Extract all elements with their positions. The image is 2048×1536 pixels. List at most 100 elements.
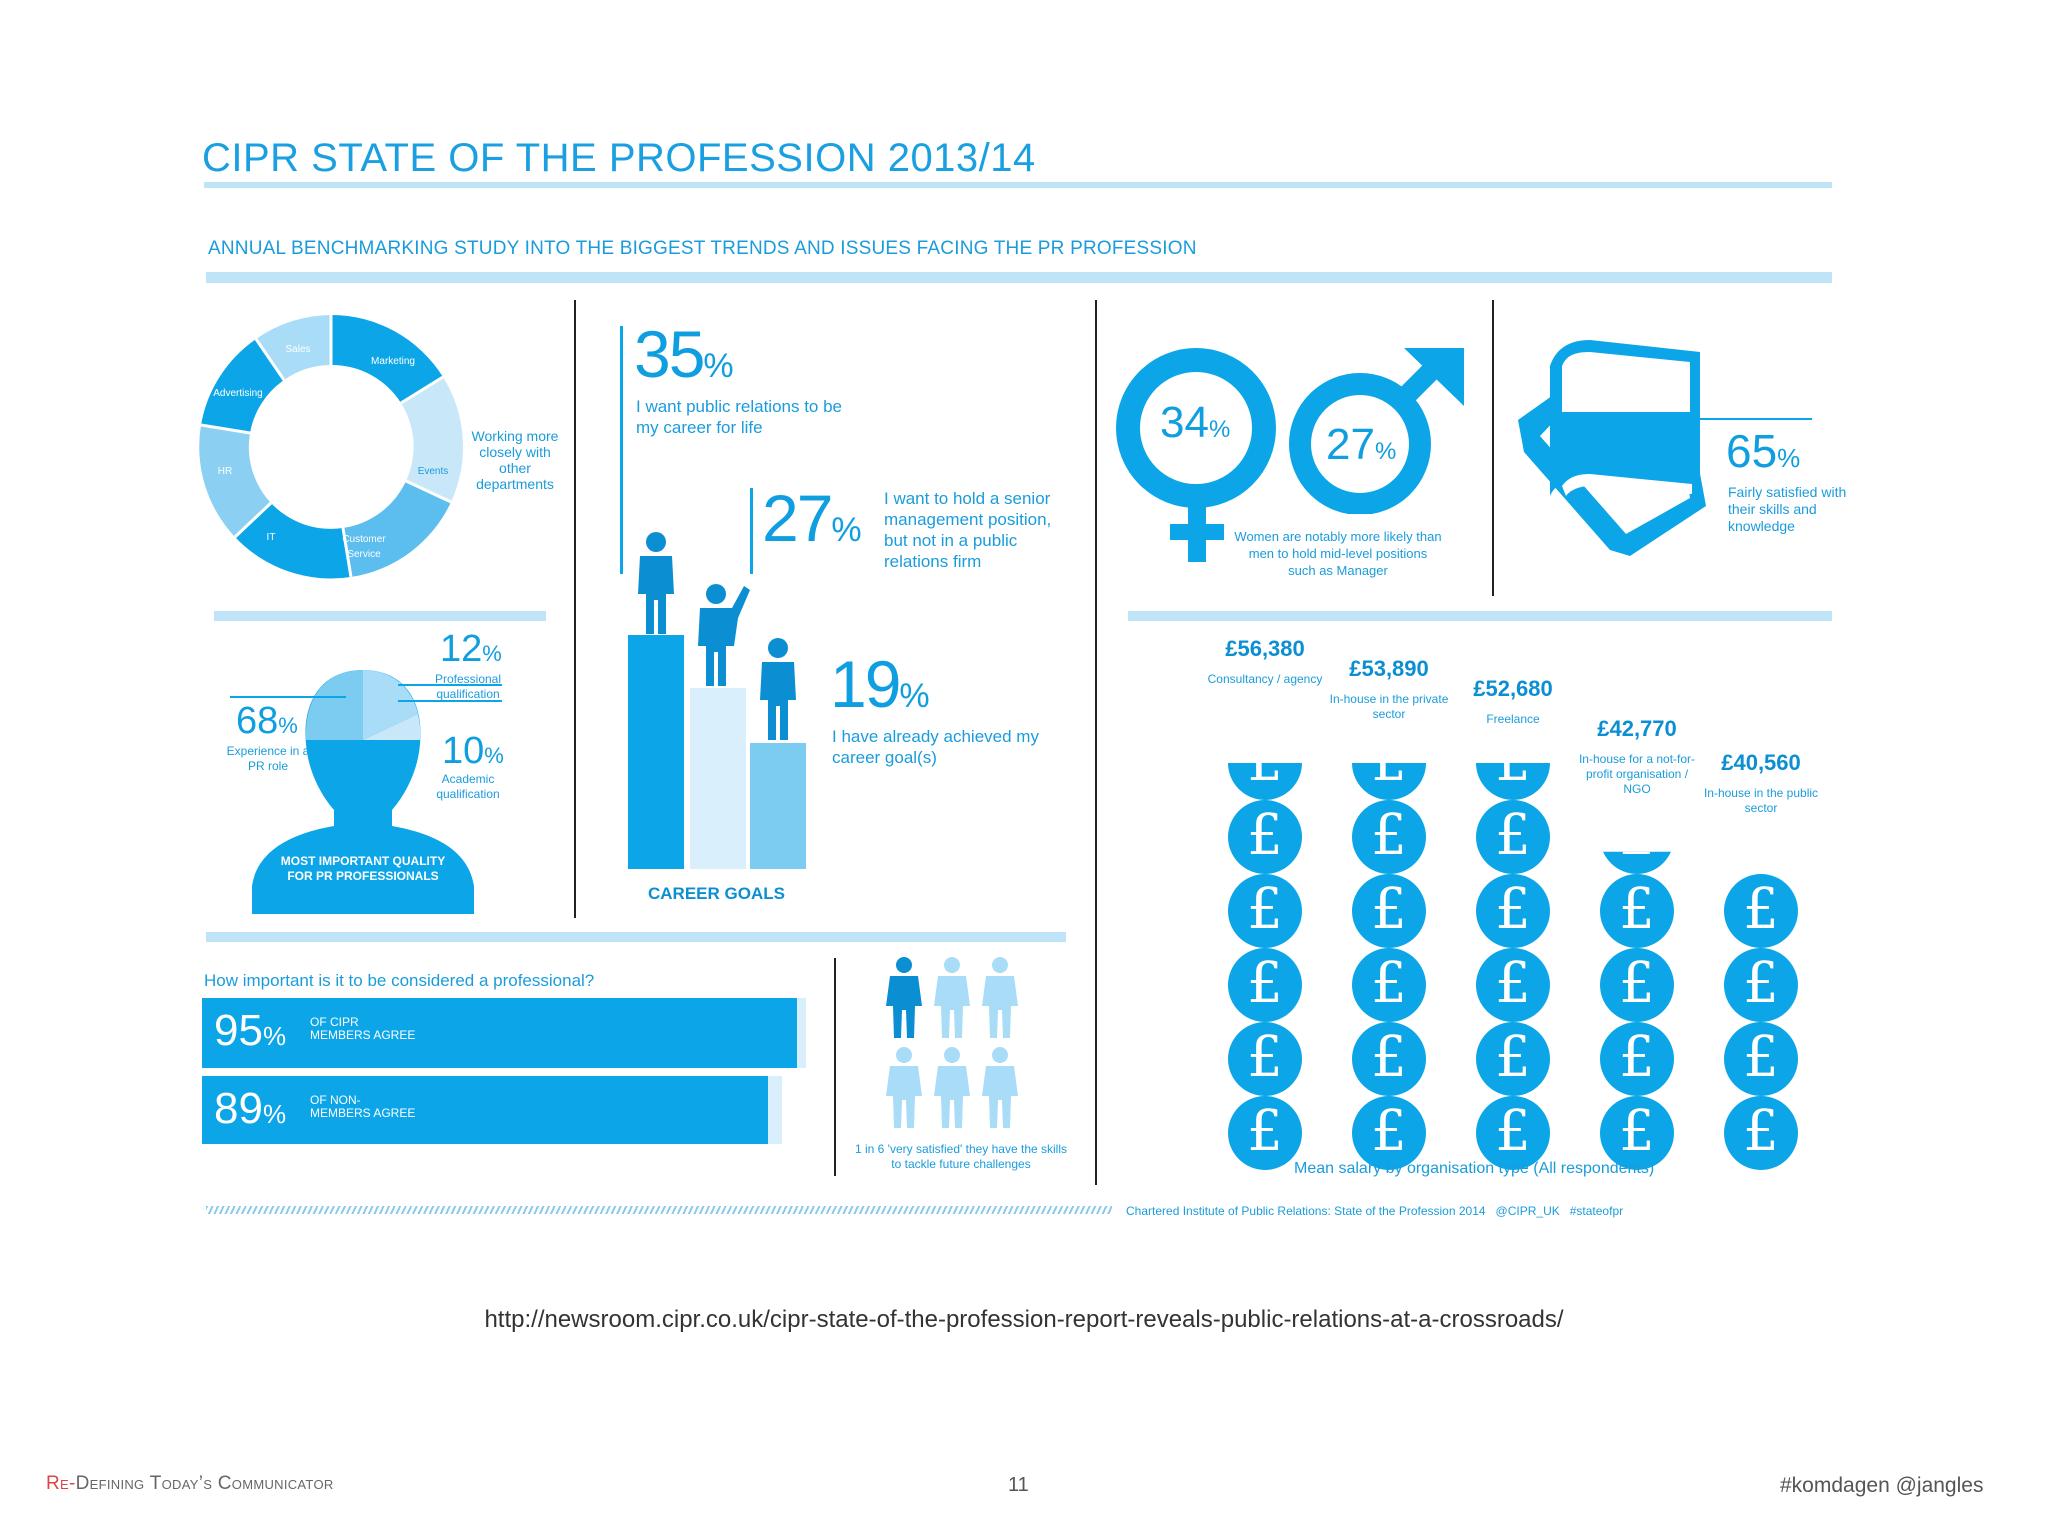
donut-label-sales: Sales [285, 344, 311, 355]
career-line-35 [620, 326, 623, 574]
section-bar-salary [1128, 611, 1832, 621]
footer-right: #komdagen @jangles [1780, 1474, 1984, 1497]
donut-label-events: Events [417, 466, 449, 477]
salary-label: In-house in the private sector [1329, 692, 1449, 721]
person-icon [934, 957, 970, 1038]
professional-nonmembers-value: 89% [214, 1084, 287, 1133]
leader-12 [398, 684, 502, 686]
pound-coin-icon: £ [1724, 948, 1798, 1022]
professional-question: How important is it to be considered a p… [204, 971, 595, 990]
pound-coin-icon: £ [1600, 874, 1674, 948]
donut-segment-advertising [201, 339, 284, 433]
pound-coin-icon: £ [1228, 874, 1302, 948]
donut-segment-hr [199, 425, 271, 537]
person-icon [982, 957, 1018, 1038]
salary-amount: £53,890 [1349, 656, 1429, 681]
donut-label-it: IT [266, 532, 276, 543]
quality-12-label: Professional qualification [434, 672, 502, 701]
salary-amount: £42,770 [1597, 716, 1677, 741]
pound-coin-icon: £ [1600, 1096, 1674, 1170]
section-bar-quality [214, 611, 546, 621]
pound-coin-icon: £ [1228, 1022, 1302, 1096]
career-stat-27-label: I want to hold a senior management posit… [884, 489, 1052, 571]
salary-amount: £40,560 [1721, 750, 1801, 775]
quality-68-label: Experience in a PR role [226, 744, 310, 773]
professional-members-label: OF CIPR MEMBERS AGREE [310, 1015, 416, 1042]
credit-hatch [206, 1206, 1112, 1214]
donut-segment-sales [256, 315, 331, 380]
satisfied-caption: 1 in 6 'very satisfied' they have the sk… [854, 1142, 1067, 1171]
pound-coin-icon: £ [1228, 1096, 1302, 1170]
leader-68 [230, 696, 346, 698]
person-icon-3 [760, 638, 796, 740]
quality-68-value: 68% [236, 700, 298, 742]
section-bar-professional [206, 932, 1066, 942]
career-stat-35-label: I want public relations to be my career … [636, 397, 843, 437]
gender-caption: Women are notably more likely than men t… [1234, 529, 1442, 578]
donut-segment-it [235, 503, 351, 579]
pound-coin-icon: £ [1352, 1096, 1426, 1170]
gender-men-value: 27% [1326, 420, 1397, 469]
pound-coin-icon: £ [1352, 948, 1426, 1022]
books-icon [1518, 340, 1706, 556]
career-bar-19 [750, 743, 806, 869]
page-number: 11 [1008, 1474, 1029, 1496]
quality-12-value: 12% [440, 628, 502, 670]
page-title: CIPR STATE OF THE PROFESSION 2013/14 [202, 136, 1036, 180]
donut-label-marketing: Marketing [371, 356, 415, 367]
people-grid [884, 956, 1034, 1132]
skills-leader-line [1592, 418, 1812, 420]
male-symbol-icon [1289, 348, 1464, 514]
pound-coin-icon-partial: £ [1476, 763, 1550, 800]
female-symbol-icon [1116, 348, 1276, 562]
pound-coin-icon-partial: £ [1600, 851, 1674, 874]
salary-caption: Mean salary by organisation type (All re… [1294, 1160, 1655, 1177]
career-stat-35: 35% [634, 317, 734, 391]
pound-coin-icon: £ [1600, 948, 1674, 1022]
career-caption: CAREER GOALS [648, 884, 785, 903]
source-url[interactable]: http://newsroom.cipr.co.uk/cipr-state-of… [484, 1306, 1564, 1333]
career-stat-27: 27% [762, 481, 862, 555]
person-icon [934, 1047, 970, 1128]
pound-coin-icon: £ [1724, 1096, 1798, 1170]
page-subtitle: ANNUAL BENCHMARKING STUDY INTO THE BIGGE… [208, 238, 1197, 259]
salary-amount: £56,380 [1225, 636, 1305, 661]
title-underline [204, 182, 1832, 188]
donut-label-customer-service: Customer Service [342, 534, 386, 560]
person-icon-satisfied [886, 957, 922, 1038]
professional-members-value: 95% [214, 1006, 287, 1055]
professional-nonmembers-label: OF NON- MEMBERS AGREE [310, 1093, 416, 1120]
pound-coin-icon: £ [1476, 948, 1550, 1022]
skills-value: 65% [1726, 425, 1801, 477]
salary-amount: £52,680 [1473, 676, 1553, 701]
credit-line: Chartered Institute of Public Relations:… [1126, 1204, 1624, 1218]
pound-coin-icon: £ [1600, 1022, 1674, 1096]
career-bar-27 [690, 688, 746, 869]
pound-coin-icon: £ [1724, 874, 1798, 948]
professional-bar-nonmembers [202, 1076, 768, 1144]
person-icon [886, 1047, 922, 1128]
pound-coin-icon: £ [1352, 874, 1426, 948]
pound-coin-icon: £ [1476, 1022, 1550, 1096]
pound-coin-icon: £ [1352, 800, 1426, 874]
divider-3 [1492, 300, 1494, 596]
pound-coin-icon: £ [1228, 948, 1302, 1022]
professional-bar-members [202, 998, 797, 1068]
donut-segment-marketing [331, 314, 443, 403]
divider-4 [834, 958, 836, 1176]
salary-label: In-house in the public sector [1703, 786, 1819, 815]
pound-coin-icon: £ [1724, 1022, 1798, 1096]
pound-coin-icon: £ [1476, 800, 1550, 874]
person-icon-1 [638, 532, 674, 634]
donut-caption: Working more closely with other departme… [471, 428, 559, 492]
career-line-27 [750, 488, 753, 574]
divider-2 [1095, 300, 1097, 1185]
quality-caption: MOST IMPORTANT QUALITY FOR PR PROFESSION… [280, 854, 446, 883]
career-stat-19-label: I have already achieved my career goal(s… [832, 727, 1039, 767]
gender-women-value: 34% [1160, 398, 1231, 447]
person-icon [982, 1047, 1018, 1128]
career-stat-19: 19% [830, 647, 930, 721]
donut-segment-events [401, 377, 464, 502]
donut-label-hr: HR [217, 466, 233, 477]
subtitle-bar [206, 272, 1832, 283]
